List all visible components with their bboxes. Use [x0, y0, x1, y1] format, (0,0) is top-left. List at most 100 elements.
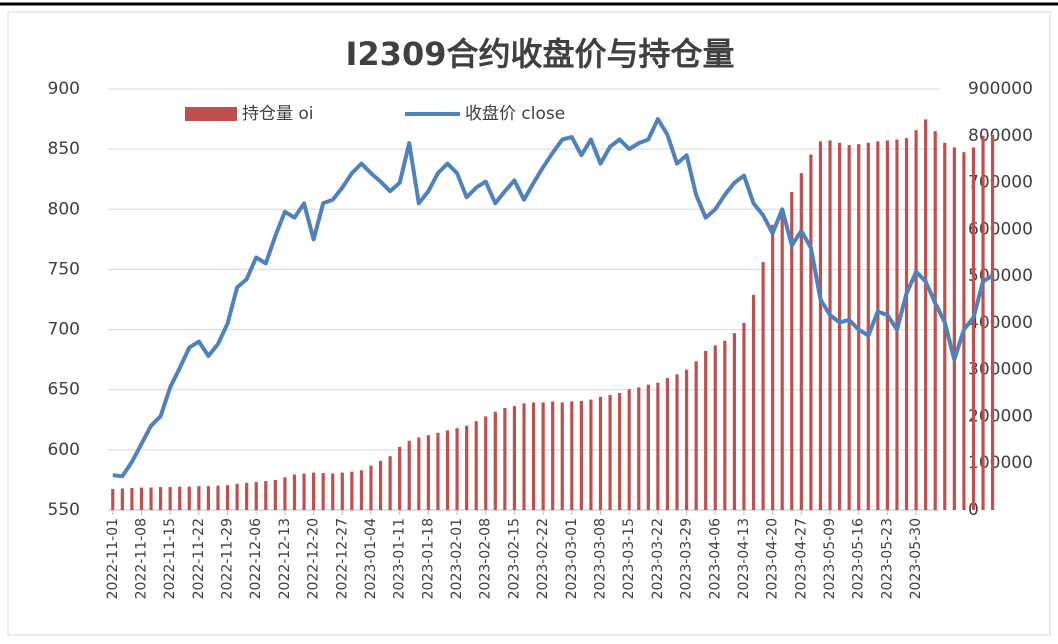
- bar: [933, 131, 937, 510]
- bar: [312, 472, 316, 510]
- bar: [837, 142, 842, 511]
- y2-tick-label: 100000: [968, 453, 1033, 473]
- y2-tick-label: 600000: [968, 219, 1033, 239]
- legend-label: 持仓量 oi: [242, 104, 314, 124]
- bar: [704, 350, 708, 510]
- bar: [694, 361, 698, 510]
- bar: [378, 460, 383, 510]
- bar: [302, 473, 306, 510]
- x-tick-label: 2023-01-11: [392, 518, 408, 599]
- bar: [981, 135, 985, 510]
- bar: [608, 394, 612, 510]
- bar: [665, 378, 670, 510]
- y2-tick-label: 700000: [968, 173, 1033, 193]
- bar: [178, 486, 182, 510]
- bar: [818, 141, 823, 510]
- y-tick-label: 750: [48, 259, 80, 279]
- line: [112, 117, 994, 479]
- bar: [168, 487, 172, 510]
- bar: [531, 402, 536, 510]
- bar: [149, 487, 153, 510]
- bar: [292, 474, 297, 510]
- bar: [426, 435, 430, 510]
- bar: [732, 333, 736, 510]
- bar: [321, 473, 325, 510]
- x-tick-label: 2022-11-08: [133, 518, 149, 599]
- x-tick-label: 2022-12-06: [248, 518, 264, 599]
- bar: [225, 485, 230, 510]
- y-tick-label: 650: [48, 380, 80, 400]
- bar: [847, 145, 851, 510]
- bar: [598, 396, 603, 510]
- bar: [684, 369, 689, 510]
- bar: [503, 408, 507, 510]
- bar: [990, 134, 995, 510]
- bar: [589, 399, 593, 510]
- x-tick-label: 2023-03-15: [621, 518, 637, 599]
- bar: [646, 384, 650, 510]
- bar: [579, 401, 583, 510]
- bar: [780, 210, 784, 510]
- legend-swatch: [185, 107, 237, 121]
- y-tick-label: 900: [48, 79, 80, 99]
- bar: [130, 488, 134, 510]
- bar: [273, 480, 277, 510]
- y-tick-label: 850: [48, 139, 80, 159]
- x-tick-label: 2023-04-20: [765, 518, 781, 599]
- bar: [723, 340, 727, 510]
- x-tick-label: 2023-03-29: [679, 518, 695, 599]
- bar: [111, 488, 115, 510]
- bar: [656, 382, 660, 510]
- y2-tick-label: 300000: [968, 360, 1033, 380]
- bar: [885, 140, 890, 510]
- bar: [139, 487, 144, 510]
- x-tick-label: 2023-04-27: [793, 518, 809, 599]
- x-tick-label: 2023-03-01: [564, 518, 580, 599]
- bar: [398, 446, 402, 510]
- bar: [904, 138, 909, 510]
- legend-label: 收盘价 close: [465, 104, 565, 124]
- x-tick-label: 2023-02-08: [478, 518, 494, 599]
- bar: [771, 224, 775, 510]
- y2-tick-label: 900000: [968, 79, 1033, 99]
- y2-tick-label: 800000: [968, 126, 1033, 146]
- bar: [761, 262, 765, 510]
- bar: [445, 430, 450, 510]
- x-tick-label: 2023-02-01: [449, 518, 465, 599]
- bar: [407, 440, 411, 510]
- bar: [618, 393, 622, 510]
- x-tick-label: 2023-02-15: [506, 518, 522, 599]
- bar: [283, 477, 287, 510]
- bar: [340, 472, 344, 510]
- bar: [971, 147, 976, 510]
- bar: [627, 389, 631, 510]
- x-tick-label: 2023-02-22: [535, 518, 551, 599]
- x-tick-label: 2023-05-16: [851, 518, 867, 599]
- x-tick-label: 2023-05-23: [879, 518, 895, 599]
- bar: [484, 416, 488, 510]
- bar: [245, 482, 249, 510]
- y-tick-label: 800: [48, 199, 80, 219]
- x-tick-label: 2023-03-08: [593, 518, 609, 599]
- x-tick-label: 2023-01-04: [363, 518, 379, 599]
- x-tick-label: 2023-05-09: [822, 518, 838, 599]
- bar: [216, 485, 220, 510]
- bar: [713, 345, 717, 510]
- bar: [254, 481, 258, 510]
- y2-tick-label: 400000: [968, 313, 1033, 333]
- bar: [436, 432, 440, 510]
- bar: [551, 401, 555, 510]
- bar: [914, 130, 918, 511]
- x-tick-label: 2022-11-29: [220, 518, 236, 599]
- y2-tick-label: 500000: [968, 266, 1033, 286]
- y-tick-label: 550: [48, 500, 80, 520]
- x-tick-label: 2023-05-30: [908, 518, 924, 599]
- bar: [206, 486, 211, 510]
- bar: [924, 119, 928, 511]
- bar: [417, 437, 421, 510]
- chart-frame: [7, 11, 1051, 636]
- bar: [120, 488, 124, 510]
- bar: [235, 483, 239, 510]
